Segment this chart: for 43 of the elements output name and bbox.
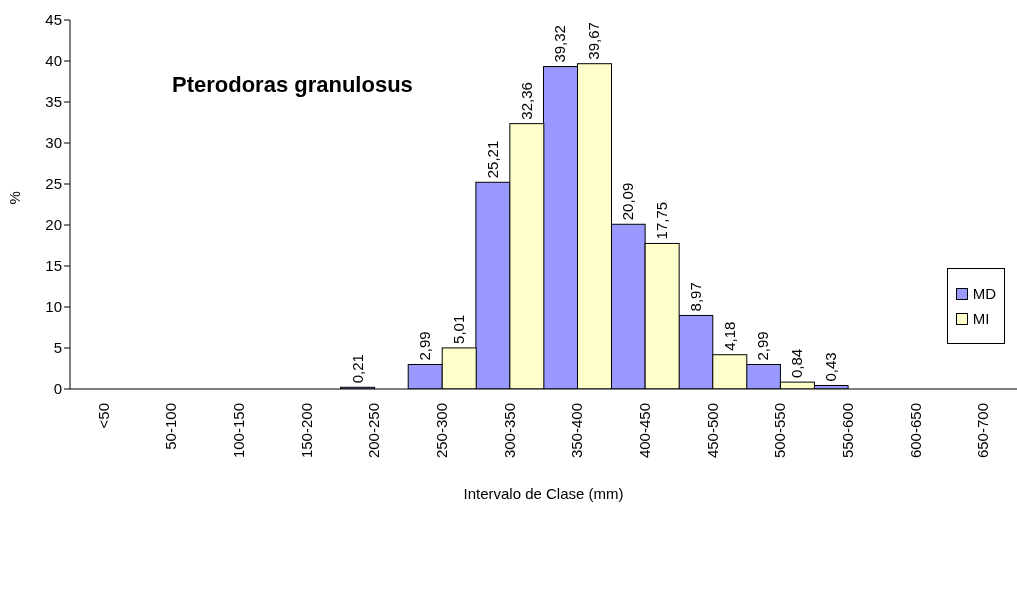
y-tick-label: 35 — [45, 93, 62, 111]
data-label: 5,01 — [450, 314, 468, 344]
x-tick-label: 400-450 — [635, 403, 653, 459]
data-label: 0,84 — [788, 348, 806, 379]
data-label: 20,09 — [619, 182, 637, 221]
y-tick-label: 45 — [45, 11, 62, 29]
data-label: 2,99 — [416, 331, 434, 361]
legend-label: MI — [972, 310, 990, 327]
data-label: 0,43 — [822, 352, 840, 382]
y-tick-label: 40 — [45, 52, 62, 70]
legend-label: MD — [972, 285, 996, 302]
data-label: 17,75 — [653, 201, 671, 240]
x-tick-label: 100-150 — [230, 403, 248, 459]
x-tick-label: 300-350 — [500, 403, 518, 459]
data-label: 39,32 — [551, 25, 569, 63]
x-tick-label: <50 — [94, 403, 112, 429]
data-label: 4,18 — [720, 321, 738, 351]
y-tick-label: 20 — [45, 216, 62, 234]
x-tick-label: 450-500 — [703, 403, 721, 459]
y-tick-label: 10 — [45, 298, 62, 316]
data-label: 39,67 — [585, 22, 603, 60]
y-tick-label: 5 — [53, 339, 62, 357]
y-axis-title: % — [6, 191, 24, 205]
y-tick-label: 15 — [45, 257, 62, 275]
x-tick-label: 550-600 — [838, 403, 856, 459]
x-tick-label: 500-550 — [771, 403, 789, 459]
x-tick-label: 200-250 — [365, 403, 383, 459]
x-tick-label: 50-100 — [162, 403, 180, 450]
x-tick-label: 650-700 — [974, 403, 992, 459]
data-label: 8,97 — [686, 282, 704, 312]
y-tick-label: 0 — [53, 380, 62, 398]
x-axis-title: Intervalo de Clase (mm) — [463, 485, 624, 502]
x-tick-label: 350-400 — [568, 403, 586, 459]
x-tick-label: 150-200 — [297, 403, 315, 459]
y-tick-label: 25 — [45, 175, 62, 193]
data-label: 25,21 — [483, 140, 501, 179]
x-tick-label: 250-300 — [433, 403, 451, 459]
text: Pterodoras granulosus — [172, 72, 413, 97]
data-label: 32,36 — [517, 82, 535, 120]
y-tick-label: 30 — [45, 134, 62, 152]
x-tick-label: 600-650 — [906, 403, 924, 459]
data-label: 0,21 — [348, 354, 366, 384]
data-label: 2,99 — [754, 331, 772, 361]
